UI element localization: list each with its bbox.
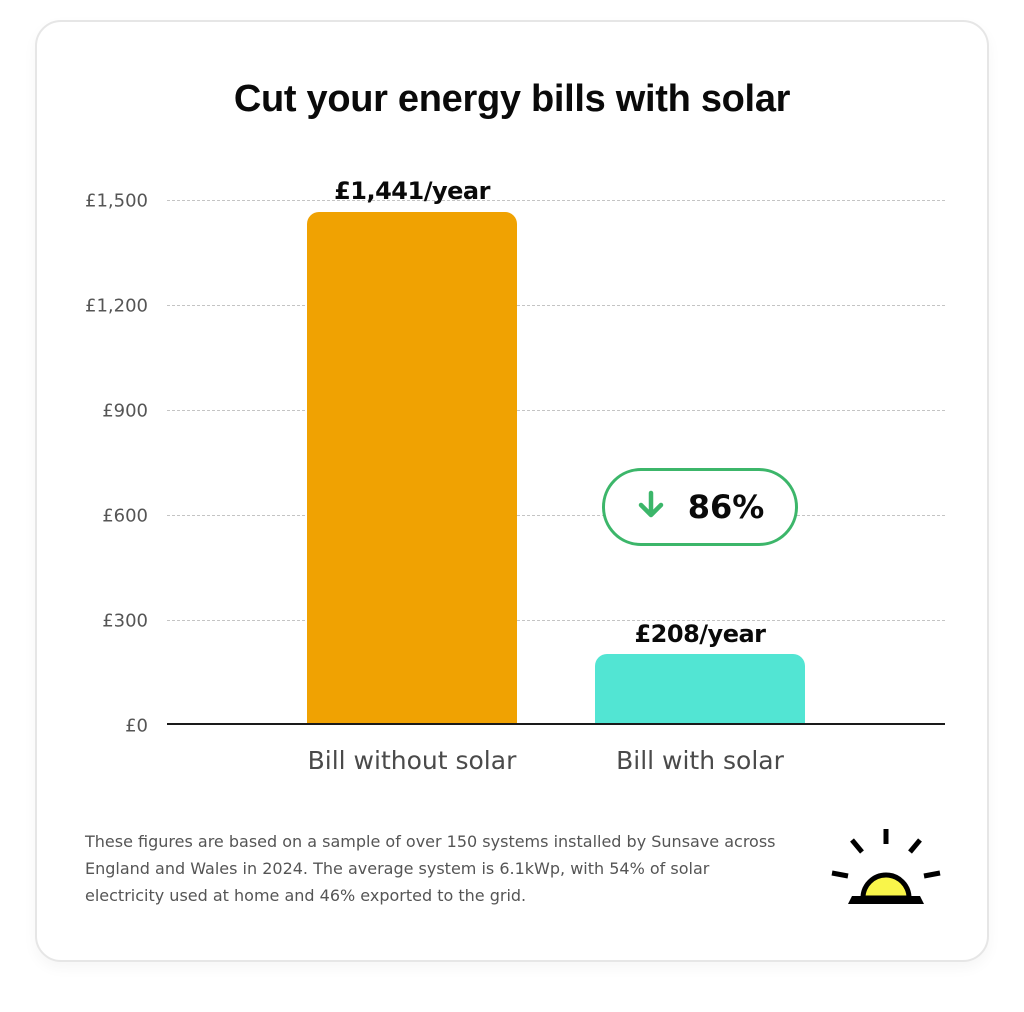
x-category-label: Bill without solar <box>307 746 517 775</box>
reduction-percent: 86% <box>687 488 765 526</box>
y-tick-label: £600 <box>102 505 148 527</box>
y-tick-label: £900 <box>102 400 148 422</box>
y-tick-label: £0 <box>125 715 148 737</box>
footnote: These figures are based on a sample of o… <box>85 832 776 905</box>
y-tick-label: £300 <box>102 610 148 632</box>
bar-value-label: £1,441/year <box>334 177 490 205</box>
gridline-600 <box>167 515 945 516</box>
rising-sun-icon <box>828 826 944 911</box>
gridline-1200 <box>167 305 945 306</box>
x-axis-line <box>167 723 945 725</box>
chart-title: Cut your energy bills with solar <box>233 78 791 120</box>
gridline-300 <box>167 620 945 621</box>
gridline-900 <box>167 410 945 411</box>
reduction-badge: 86% <box>602 468 798 546</box>
x-category-label: Bill with solar <box>616 746 784 775</box>
bar-without-solar <box>307 212 517 724</box>
y-tick-label: £1,500 <box>85 190 148 212</box>
arrow-down-icon <box>636 490 666 525</box>
y-tick-label: £1,200 <box>85 295 148 317</box>
bar-with-solar <box>595 654 805 724</box>
bar-value-label: £208/year <box>634 620 766 648</box>
gridline-1500 <box>167 200 945 201</box>
